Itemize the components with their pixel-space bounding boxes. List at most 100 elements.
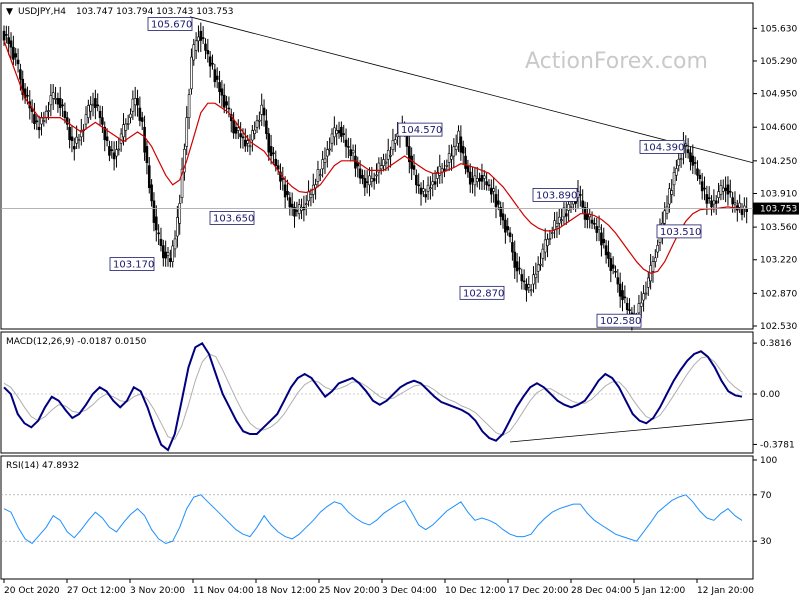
candle-body (288, 197, 292, 208)
candle-body (511, 242, 514, 253)
candle-body (361, 174, 364, 179)
candle-body (340, 126, 343, 137)
candle-body (532, 274, 535, 285)
candle-body (101, 117, 104, 125)
candle-body (600, 232, 603, 246)
candle-body (525, 283, 528, 291)
candle-body (297, 204, 301, 214)
ma-line (3, 40, 743, 274)
candle-body (522, 280, 526, 283)
candle-body (731, 197, 734, 205)
candle-body (710, 200, 713, 208)
candle-body (637, 303, 641, 314)
macd-line (3, 341, 743, 452)
candle-body (705, 194, 709, 204)
candle-body (51, 92, 55, 99)
candle-body (157, 232, 160, 235)
annotation-box (459, 285, 505, 300)
rsi-tick-label: 100 (760, 456, 777, 466)
candle-body (548, 238, 552, 240)
candle-body (642, 293, 645, 301)
candle-body (347, 146, 350, 148)
candle-body (471, 178, 474, 183)
candle-body (419, 187, 423, 195)
candle-body (140, 117, 144, 122)
candle-body (447, 153, 451, 163)
candle-body (14, 53, 18, 58)
price-tick-label: 103.220 (760, 256, 797, 266)
current-price-label: 103.753 (760, 205, 797, 215)
candle-body (354, 155, 357, 169)
candle-body (63, 110, 67, 118)
candle-body (131, 98, 135, 112)
candle-body (105, 136, 109, 141)
price-tick-label: 104.950 (760, 90, 797, 100)
candle-body (283, 184, 287, 198)
candle-body (194, 40, 198, 51)
annotation-box (532, 188, 578, 202)
candle-body (696, 168, 699, 176)
x-tick-label: 11 Nov 04:00 (193, 586, 254, 596)
x-tick-label: 17 Dec 20:00 (508, 586, 569, 596)
x-tick-label: 18 Nov 12:00 (256, 586, 317, 596)
candle-body (84, 114, 88, 125)
candle-body (513, 251, 517, 268)
candle-body (569, 206, 573, 209)
candle-body (180, 168, 184, 198)
candle-body (136, 98, 139, 106)
candle-body (686, 149, 690, 154)
candle-body (37, 126, 41, 131)
dropdown-arrow-icon[interactable]: ▼ (6, 7, 13, 17)
candle-body (173, 238, 177, 250)
candle-body (728, 190, 732, 193)
annotation-label: 104.570 (401, 125, 442, 136)
annotation-label: 103.510 (660, 227, 701, 238)
candle-body (176, 217, 179, 237)
rsi-line (3, 494, 743, 545)
candle-body (147, 165, 151, 189)
candle-body (422, 188, 425, 192)
candle-body (621, 290, 624, 301)
candle-body (162, 245, 165, 259)
candle-body (335, 130, 338, 134)
axes: 105.630 105.290 104.950 104.600 104.250 103.9… (3, 24, 799, 596)
candle-body (454, 145, 458, 150)
candle-body (143, 126, 146, 153)
candle-body (47, 110, 50, 112)
candle-body (117, 148, 121, 151)
candle-body (370, 178, 374, 182)
candle-body (468, 171, 472, 185)
candle-body (445, 165, 449, 167)
candle-body (328, 148, 331, 151)
candle-body (541, 248, 545, 259)
candle-body (492, 188, 495, 192)
candle-body (286, 190, 289, 196)
candle-body (251, 130, 254, 141)
candle-body (35, 120, 39, 123)
candle-body (562, 207, 566, 218)
candle-body (450, 155, 453, 160)
candle-body (265, 120, 268, 134)
candle-body (557, 216, 561, 224)
candle-body (323, 158, 327, 163)
candle-body (119, 133, 123, 144)
rsi-title: RSI(14) 47.8932 (6, 461, 79, 471)
candle-body (712, 200, 716, 205)
candle-body (330, 133, 334, 144)
annotation-label: 105.670 (151, 19, 192, 30)
annotation-label: 103.650 (213, 213, 254, 224)
candle-body (372, 178, 376, 182)
candle-body (719, 185, 723, 195)
candle-body (272, 152, 275, 155)
candle-body (215, 75, 219, 80)
x-tick-label: 27 Oct 12:00 (67, 586, 126, 596)
candle-body (166, 252, 170, 256)
candle-body (665, 206, 669, 214)
candle-body (564, 213, 568, 217)
candle-body (276, 165, 280, 170)
candle-body (604, 245, 608, 256)
macd-title: MACD(12,26,9) -0.0187 0.0150 (6, 337, 147, 347)
candle-body (232, 120, 235, 134)
